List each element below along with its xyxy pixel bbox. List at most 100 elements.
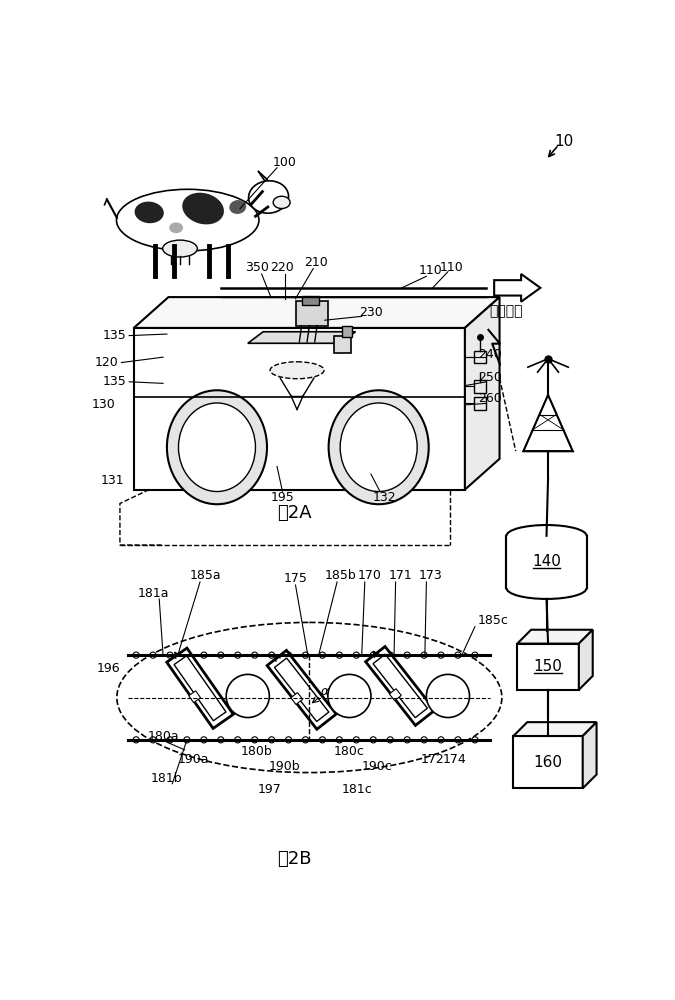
- Text: 190b: 190b: [269, 760, 300, 773]
- Polygon shape: [523, 395, 572, 451]
- Text: 135: 135: [103, 329, 126, 342]
- Ellipse shape: [273, 196, 290, 209]
- Circle shape: [438, 737, 444, 743]
- Text: 奶生产线: 奶生产线: [489, 304, 522, 318]
- Polygon shape: [579, 630, 593, 690]
- Bar: [474, 380, 487, 393]
- Text: 240: 240: [479, 348, 502, 361]
- Circle shape: [404, 737, 410, 743]
- Circle shape: [302, 737, 308, 743]
- Bar: [514, 736, 583, 788]
- Text: α: α: [321, 685, 329, 698]
- Circle shape: [353, 737, 359, 743]
- Circle shape: [133, 652, 139, 658]
- Text: 130: 130: [92, 398, 115, 411]
- Text: 190c: 190c: [362, 760, 392, 773]
- Circle shape: [286, 737, 292, 743]
- Circle shape: [319, 652, 325, 658]
- Text: 120: 120: [95, 356, 118, 369]
- Text: 171: 171: [388, 569, 412, 582]
- Bar: [302, 296, 319, 305]
- Polygon shape: [167, 648, 234, 728]
- Polygon shape: [373, 654, 427, 718]
- Text: 260: 260: [479, 392, 502, 405]
- Ellipse shape: [134, 202, 164, 223]
- Circle shape: [370, 652, 377, 658]
- Text: 140: 140: [532, 554, 561, 569]
- Circle shape: [200, 652, 207, 658]
- Bar: [506, 536, 587, 588]
- Text: 350: 350: [245, 261, 269, 274]
- Bar: [474, 351, 487, 363]
- Text: 181c: 181c: [342, 783, 373, 796]
- Circle shape: [336, 737, 342, 743]
- Text: 180b: 180b: [241, 745, 273, 758]
- Polygon shape: [134, 297, 500, 328]
- Circle shape: [150, 652, 156, 658]
- Text: 197: 197: [257, 783, 281, 796]
- Text: 185c: 185c: [477, 614, 508, 627]
- Ellipse shape: [178, 403, 255, 492]
- Bar: [296, 301, 328, 326]
- Circle shape: [167, 652, 173, 658]
- Circle shape: [353, 652, 359, 658]
- Circle shape: [235, 652, 241, 658]
- Text: 181b: 181b: [151, 772, 183, 785]
- Text: 180a: 180a: [147, 730, 179, 742]
- Polygon shape: [291, 693, 302, 704]
- Text: 110: 110: [419, 264, 443, 277]
- Text: 174: 174: [442, 753, 466, 766]
- Polygon shape: [275, 658, 329, 722]
- Circle shape: [421, 652, 427, 658]
- Text: 150: 150: [534, 659, 562, 674]
- Polygon shape: [465, 297, 500, 490]
- Ellipse shape: [230, 200, 246, 214]
- Text: 220: 220: [271, 261, 294, 274]
- Circle shape: [226, 674, 269, 718]
- Polygon shape: [494, 274, 541, 302]
- Text: 181a: 181a: [138, 587, 169, 600]
- Circle shape: [455, 652, 461, 658]
- Bar: [474, 397, 487, 410]
- Text: 132: 132: [373, 491, 397, 504]
- Circle shape: [302, 652, 308, 658]
- Circle shape: [421, 737, 427, 743]
- Text: 131: 131: [101, 474, 125, 487]
- Polygon shape: [583, 722, 597, 788]
- Circle shape: [336, 652, 342, 658]
- Circle shape: [184, 737, 190, 743]
- Circle shape: [427, 674, 470, 718]
- Circle shape: [269, 652, 275, 658]
- Circle shape: [404, 652, 410, 658]
- Text: 250: 250: [479, 371, 502, 384]
- Ellipse shape: [117, 189, 259, 251]
- Ellipse shape: [248, 181, 288, 213]
- Text: 173: 173: [419, 569, 443, 582]
- Text: 196: 196: [97, 662, 120, 675]
- Text: 190a: 190a: [178, 753, 210, 766]
- Circle shape: [150, 737, 156, 743]
- Text: 110: 110: [440, 261, 464, 274]
- Polygon shape: [517, 630, 593, 644]
- Circle shape: [370, 737, 377, 743]
- Circle shape: [328, 674, 371, 718]
- Text: 185b: 185b: [324, 569, 356, 582]
- Circle shape: [252, 737, 258, 743]
- Text: 100: 100: [273, 156, 296, 169]
- Text: 图2B: 图2B: [277, 850, 311, 868]
- Polygon shape: [366, 647, 435, 725]
- Text: 10: 10: [554, 134, 573, 149]
- Ellipse shape: [340, 403, 417, 492]
- Circle shape: [133, 737, 139, 743]
- Polygon shape: [189, 691, 200, 703]
- Circle shape: [472, 652, 478, 658]
- Text: 195: 195: [271, 491, 294, 504]
- Circle shape: [387, 652, 394, 658]
- Ellipse shape: [167, 390, 267, 504]
- Text: 210: 210: [304, 256, 327, 269]
- Text: 160: 160: [533, 755, 562, 770]
- Circle shape: [218, 737, 224, 743]
- Circle shape: [200, 737, 207, 743]
- Circle shape: [252, 652, 258, 658]
- Ellipse shape: [270, 362, 324, 379]
